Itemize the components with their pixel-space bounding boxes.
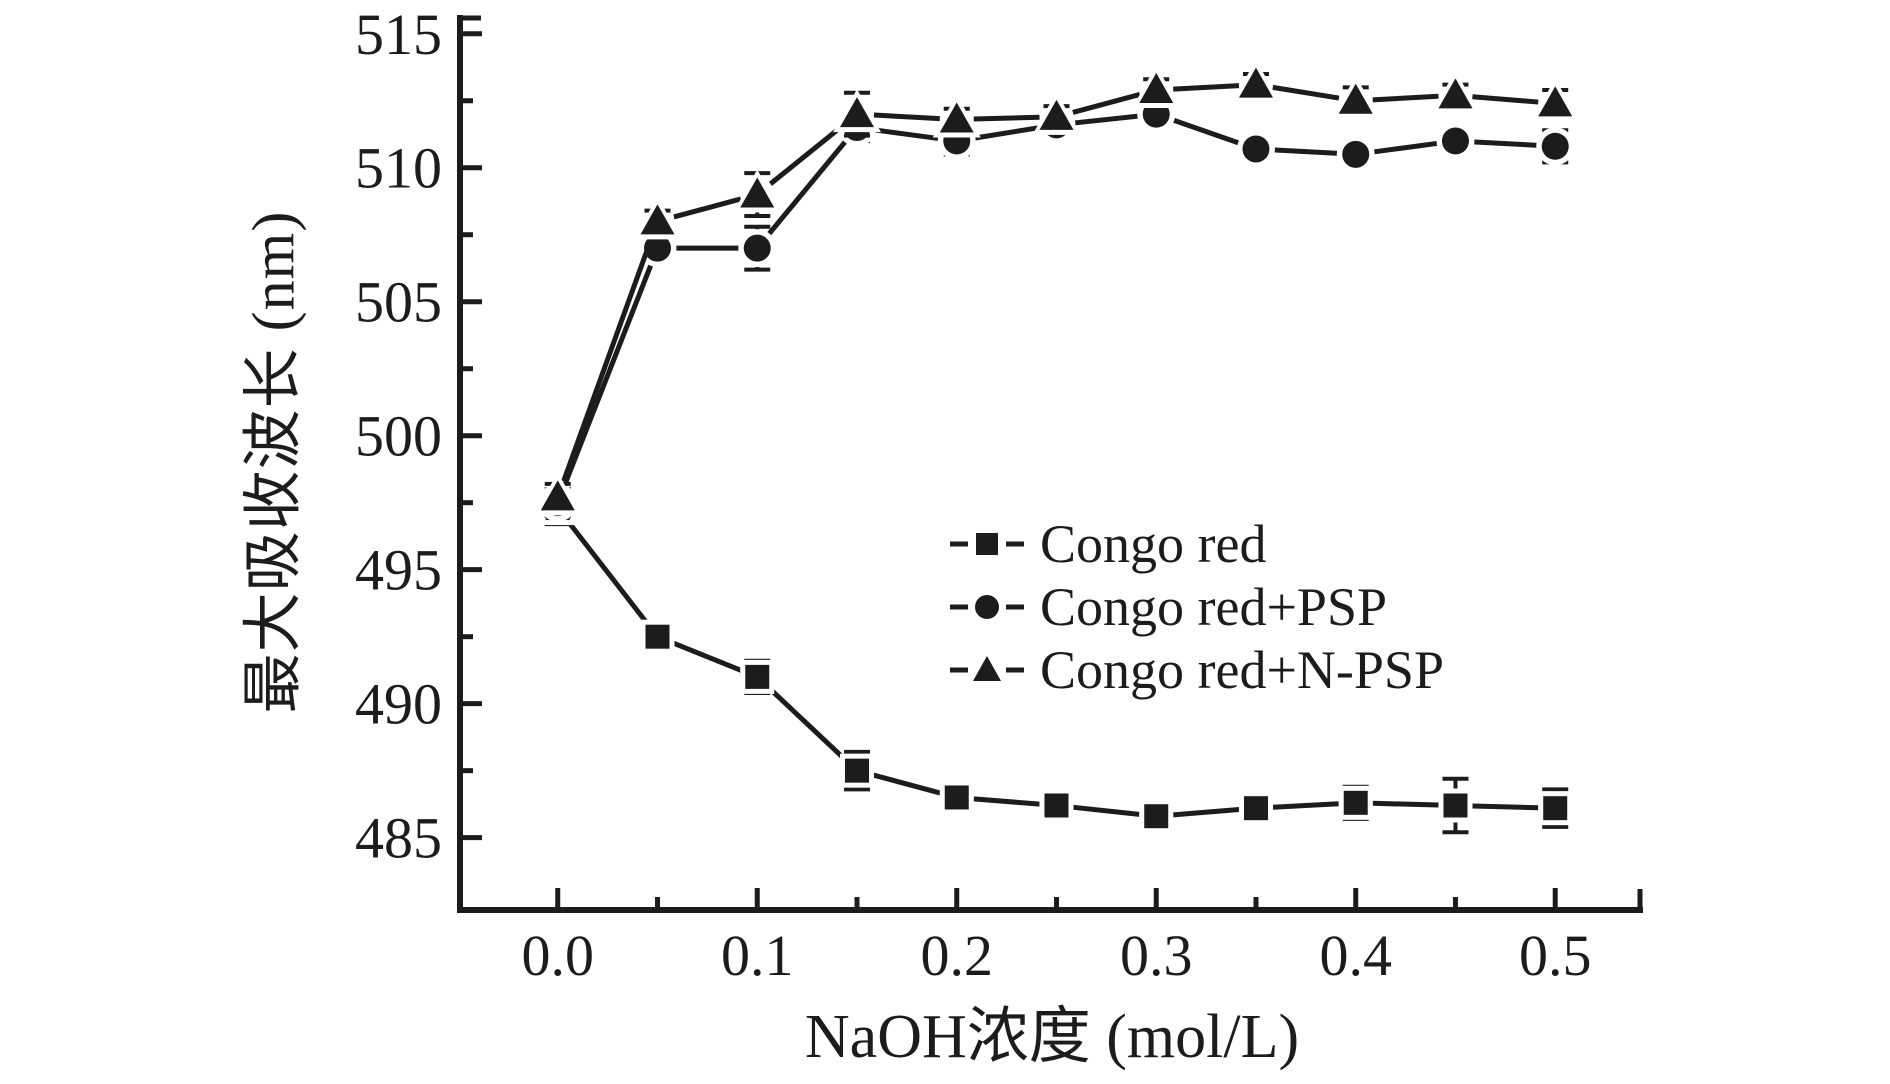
- x-tick-label: 0.5: [1519, 923, 1592, 988]
- y-tick-label: 495: [355, 538, 442, 603]
- y-tick-label: 500: [355, 404, 442, 469]
- y-axis-title: 最大吸收波长 (nm): [240, 210, 307, 714]
- x-axis-title: NaOH浓度 (mol/L): [804, 1003, 1300, 1071]
- x-tick-label: 0.1: [721, 923, 794, 988]
- x-tick-label: 0.0: [522, 923, 595, 988]
- legend-label: Congo red+PSP: [1040, 576, 1388, 637]
- square-marker-icon: [950, 532, 1024, 555]
- y-tick-label: 510: [355, 136, 442, 201]
- axes: [457, 15, 1643, 913]
- y-tick-label: 485: [355, 806, 442, 871]
- y-axis: 485 490 495 500 505 510 515: [355, 2, 482, 871]
- series-congo-red-n-psp: [533, 59, 1580, 516]
- x-tick-label: 0.2: [920, 923, 993, 988]
- triangle-marker-icon: [950, 655, 1024, 681]
- series-congo-red-psp: [538, 95, 1575, 522]
- series-congo-red: [540, 489, 1573, 835]
- legend-entry-congo-red-psp: Congo red+PSP: [948, 575, 1444, 638]
- x-axis: 0.0 0.1 0.2 0.3 0.4 0.5: [522, 888, 1592, 988]
- x-tick-label: 0.3: [1120, 923, 1193, 988]
- legend-entry-congo-red-n-psp: Congo red+N-PSP: [948, 638, 1444, 701]
- y-tick-label: 515: [355, 2, 442, 67]
- x-tick-label: 0.4: [1319, 923, 1392, 988]
- legend-label: Congo red+N-PSP: [1040, 639, 1444, 700]
- legend-label: Congo red: [1040, 513, 1267, 574]
- y-tick-label: 490: [355, 672, 442, 737]
- circle-marker-icon: [950, 594, 1024, 619]
- y-tick-label: 505: [355, 270, 442, 335]
- legend: Congo red Congo red+PSP Congo red+N-PSP: [948, 512, 1444, 701]
- legend-entry-congo-red: Congo red: [948, 512, 1444, 575]
